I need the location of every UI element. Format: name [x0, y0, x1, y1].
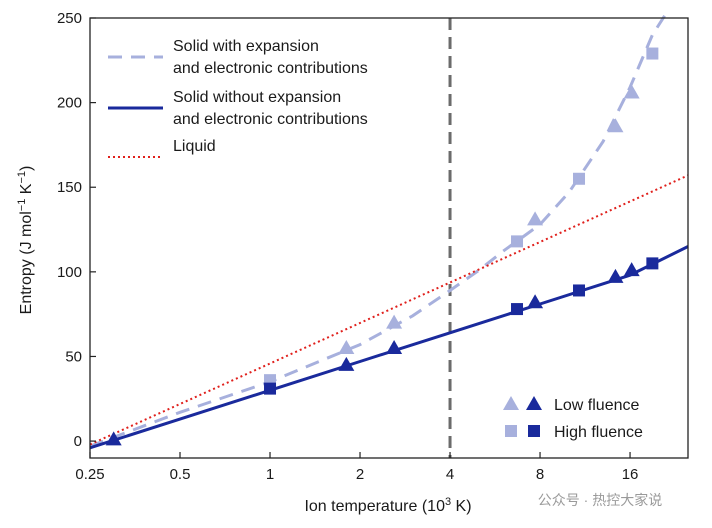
legend: Solid with expansion and electronic contr…: [108, 38, 643, 441]
x-axis-label: Ion temperature (103 K): [304, 496, 471, 515]
legend-triangle-dark: [526, 396, 542, 410]
legend-square-dark: [528, 425, 540, 437]
y-axis-label: Entropy (J mol−1 K−1): [16, 166, 35, 315]
y-tick-label: 200: [57, 95, 82, 112]
legend-label: Low fluence: [554, 397, 639, 414]
y-tick-label: 250: [57, 10, 82, 27]
y-tick-label: 150: [57, 179, 82, 196]
y-tick-label: 100: [57, 264, 82, 281]
plot-frame: [89, 17, 689, 459]
y-tick-label: 0: [74, 433, 82, 450]
legend-label: Solid without expansion: [173, 89, 341, 106]
series-line: [89, 245, 689, 450]
legend-label: High fluence: [554, 424, 643, 441]
triangle-marker-dark: [527, 294, 544, 309]
triangle-marker-light: [338, 340, 355, 354]
x-tick-label: 16: [622, 466, 639, 483]
x-tick-label: 0.25: [75, 466, 104, 483]
x-tick-label: 0.5: [170, 466, 191, 483]
triangle-marker-light: [386, 314, 403, 329]
legend-square-light: [505, 425, 517, 437]
triangle-marker-dark: [607, 268, 624, 283]
square-marker-dark: [264, 382, 277, 395]
watermark: 公众号 · 热控大家说: [538, 492, 662, 508]
square-marker-dark: [573, 284, 586, 297]
triangle-marker-light: [623, 84, 640, 99]
y-tick-label: 50: [65, 348, 82, 365]
axes: 0 50 100 150 200 250 0.25 0.5 1 2 4 8 16: [57, 10, 638, 483]
legend-label: Liquid: [173, 138, 216, 155]
square-marker-light: [646, 47, 659, 60]
triangle-marker-dark: [386, 340, 403, 354]
triangle-marker-light: [527, 211, 544, 226]
square-marker-dark: [646, 257, 659, 270]
legend-label: and electronic contributions: [173, 111, 368, 128]
plot-lines: [89, 13, 689, 458]
triangle-marker-dark: [338, 356, 355, 371]
square-marker-light: [511, 235, 524, 248]
x-tick-label: 8: [536, 466, 544, 483]
markers: [105, 47, 659, 446]
square-marker-light: [573, 172, 586, 185]
x-tick-label: 2: [356, 466, 364, 483]
x-tick-label: 1: [266, 466, 274, 483]
series-line: [89, 13, 667, 448]
square-marker-dark: [511, 303, 524, 316]
triangle-marker-dark: [623, 262, 640, 277]
x-tick-label: 4: [446, 466, 454, 483]
triangle-marker-dark: [105, 431, 122, 446]
triangle-marker-light: [607, 118, 624, 133]
legend-triangle-light: [503, 396, 519, 410]
series-line: [89, 174, 689, 446]
legend-label: Solid with expansion: [173, 38, 319, 55]
legend-label: and electronic contributions: [173, 60, 368, 77]
